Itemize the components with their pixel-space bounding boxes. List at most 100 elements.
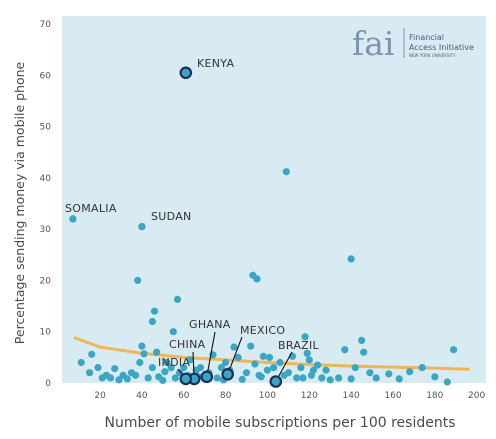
x-tick-label: 120	[301, 391, 318, 401]
data-point	[395, 375, 403, 383]
data-point	[196, 364, 205, 372]
data-point	[385, 370, 393, 378]
data-point	[86, 369, 94, 377]
y-axis-label: Percentage sending money via mobile phon…	[12, 61, 27, 344]
data-point	[217, 364, 225, 372]
x-axis-label: Number of mobile subscriptions per 100 r…	[105, 415, 456, 431]
y-tick-label: 10	[40, 328, 52, 338]
data-point	[314, 361, 322, 369]
data-point	[265, 353, 274, 361]
data-point	[134, 276, 142, 284]
logo-line3: NEW YORK UNIVERSITY	[409, 53, 456, 58]
data-point	[303, 349, 311, 357]
data-point	[138, 342, 146, 350]
data-point	[186, 356, 194, 364]
x-tick-label: 180	[426, 391, 443, 401]
logo-line2: Access Initiative	[409, 43, 474, 52]
data-point	[132, 371, 140, 379]
y-tick-label: 0	[45, 379, 51, 389]
data-point	[140, 350, 148, 358]
data-point	[366, 369, 374, 377]
x-tick-label: 80	[220, 391, 232, 401]
data-point	[242, 369, 251, 377]
sudan-point	[138, 223, 146, 231]
y-tick-label: 30	[40, 225, 52, 235]
data-point	[163, 358, 171, 367]
data-point	[347, 375, 355, 383]
data-point	[341, 346, 349, 354]
data-point	[180, 364, 188, 372]
data-point	[173, 295, 182, 303]
logo-line1: Financial	[409, 33, 444, 42]
data-point	[293, 374, 301, 382]
data-point	[450, 346, 458, 354]
data-point	[253, 275, 261, 283]
data-point	[238, 375, 246, 383]
data-point	[257, 373, 265, 381]
data-point	[372, 374, 380, 382]
fai-logo: fai Financial Access Initiative NEW YORK…	[352, 24, 474, 63]
data-point	[358, 336, 366, 344]
data-point	[115, 376, 123, 384]
data-point	[77, 358, 85, 367]
x-tick-label: 200	[468, 391, 485, 401]
data-point	[161, 368, 169, 376]
data-point	[347, 255, 355, 263]
data-point	[136, 358, 144, 367]
data-point	[150, 307, 159, 315]
data-point	[406, 368, 414, 376]
data-point	[301, 333, 309, 341]
data-point	[247, 342, 255, 350]
brazil-label: BRAZIL	[278, 339, 320, 352]
india-label: INDIA	[158, 356, 190, 369]
data-point	[418, 364, 426, 372]
brazil-point	[269, 375, 283, 388]
data-point	[148, 364, 156, 372]
data-point	[259, 352, 267, 360]
data-point	[351, 364, 359, 372]
data-point	[305, 356, 313, 364]
x-tick-label: 20	[94, 391, 106, 401]
data-point	[284, 369, 292, 377]
ghana-label: GHANA	[189, 318, 231, 331]
india-point	[179, 372, 193, 386]
data-point	[94, 364, 102, 372]
data-point	[322, 366, 330, 374]
data-point	[153, 348, 161, 356]
data-point	[230, 343, 238, 351]
x-tick-label: 100	[259, 391, 276, 401]
data-point	[360, 348, 368, 356]
somalia-point	[69, 215, 77, 223]
data-point	[171, 374, 179, 382]
ghana-point	[200, 370, 214, 384]
kenya-label: KENYA	[197, 57, 234, 70]
data-point	[167, 364, 175, 372]
data-point	[297, 364, 305, 372]
data-point	[234, 353, 242, 361]
data-point	[276, 358, 284, 367]
x-tick-label: 40	[136, 391, 148, 401]
data-point	[111, 365, 119, 373]
mexico-label: MEXICO	[240, 324, 285, 337]
data-point	[282, 168, 290, 176]
logo-mark: fai	[352, 24, 394, 63]
data-point	[251, 360, 259, 368]
data-point	[148, 317, 156, 326]
somalia-label: SOMALIA	[65, 202, 117, 215]
data-point	[431, 373, 439, 381]
data-point	[222, 358, 230, 367]
data-point	[144, 374, 152, 382]
data-point	[106, 374, 115, 382]
data-point	[443, 378, 451, 386]
data-point	[318, 374, 326, 382]
mexico-point	[221, 367, 234, 381]
y-tick-label: 40	[40, 174, 52, 184]
data-point	[299, 374, 307, 382]
x-tick-label: 60	[178, 391, 190, 401]
data-point	[169, 328, 177, 336]
data-point	[88, 350, 96, 358]
data-point	[123, 375, 131, 383]
kenya-point	[179, 66, 193, 80]
y-tick-label: 70	[40, 20, 52, 30]
